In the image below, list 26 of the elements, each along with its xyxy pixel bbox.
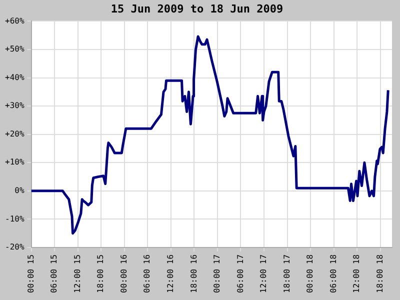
y-tick-label: +40% [5,72,24,82]
x-tick-label: 06:00 17 [236,254,245,293]
x-tick-label: 12:00 15 [72,254,82,293]
x-tick-label: 18:00 15 [96,254,106,293]
y-tick-label: 0% [14,186,24,195]
y-tick-label: +60% [5,16,24,26]
y-tick-label: +20% [5,129,24,138]
x-tick-label: 00:00 15 [26,254,36,293]
x-tick-label: 00:00 17 [212,254,222,293]
x-tick-label: 18:00 16 [189,254,198,293]
y-tick-label: -10% [5,214,24,224]
x-tick-label: 00:00 16 [119,254,128,293]
x-tick-label: 18:00 17 [282,254,292,293]
y-tick-label: +10% [5,158,24,167]
x-tick-label: 06:00 16 [142,254,152,293]
x-tick-label: 18:00 18 [375,254,384,293]
x-tick-label: 00:00 18 [306,254,315,293]
x-tick-label: 12:00 18 [352,254,362,293]
chart-title: 15 Jun 2009 to 18 Jun 2009 [110,2,284,16]
x-tick-label: 06:00 18 [328,254,338,293]
y-tick-label: +50% [5,44,24,54]
x-tick-label: 06:00 15 [50,254,59,293]
y-tick-label: +30% [5,101,24,110]
y-tick-label: -20% [5,242,24,252]
x-tick-label: 12:00 16 [166,254,175,293]
x-tick-label: 12:00 17 [259,254,268,293]
